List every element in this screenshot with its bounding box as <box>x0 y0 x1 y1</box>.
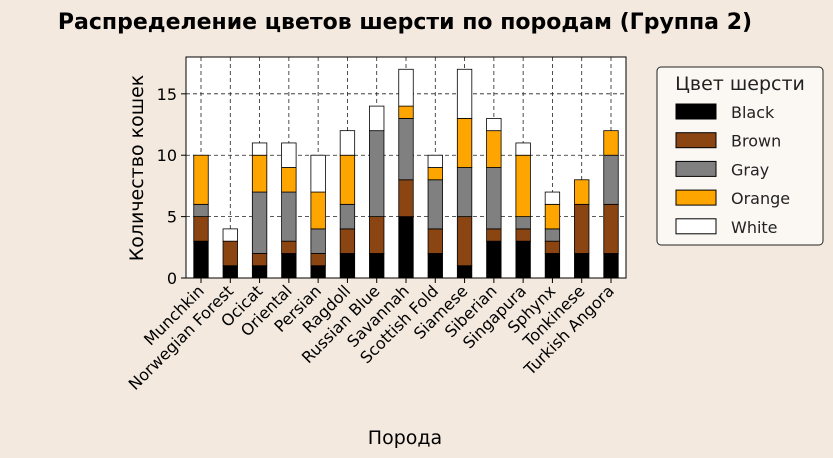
bar-segment-brown <box>251 253 268 267</box>
legend-label-white: White <box>731 218 778 237</box>
bar-segment-white <box>398 68 414 107</box>
bar-segment-black <box>603 253 619 279</box>
chart-title: Распределение цветов шерсти по породам (… <box>58 10 752 35</box>
y-tick-label: 0 <box>167 269 177 288</box>
y-tick-label: 15 <box>157 85 177 104</box>
bar-segment-gray <box>339 203 356 230</box>
bar-segment-white <box>544 191 561 205</box>
bar-segment-orange <box>544 203 561 230</box>
bar-segment-black <box>222 265 238 279</box>
bar-segment-brown <box>544 240 561 254</box>
bar-segment-brown <box>281 240 297 254</box>
legend-swatch-white <box>675 218 717 235</box>
legend-swatch-orange <box>675 189 717 206</box>
bar-segment-brown <box>222 240 238 267</box>
bar-segment-brown <box>193 216 209 242</box>
legend-swatch-brown <box>675 132 717 149</box>
bar-segment-brown <box>486 228 502 242</box>
bar-segment-black <box>515 240 531 279</box>
bar-segment-gray <box>398 117 414 181</box>
bar-segment-gray <box>603 154 619 205</box>
legend-swatch-gray <box>675 160 717 177</box>
bar-segment-orange <box>486 130 502 168</box>
bar-segment-brown <box>603 203 619 254</box>
bar-segment-gray <box>310 228 326 254</box>
bar-segment-brown <box>456 216 473 267</box>
bar-segment-orange <box>310 191 326 230</box>
bar-segment-orange <box>574 179 590 205</box>
bar-segment-brown <box>427 228 443 254</box>
legend-title: Цвет шерсти <box>675 73 805 95</box>
bar-segment-black <box>339 253 356 279</box>
bar-segment-black <box>193 240 209 279</box>
legend-swatch-black <box>675 103 717 120</box>
bar-segment-white <box>281 142 297 168</box>
bar-segment-white <box>369 105 385 132</box>
legend-label-gray: Gray <box>731 160 769 179</box>
bar-segment-gray <box>427 179 443 230</box>
bars <box>193 68 619 279</box>
legend-label-orange: Orange <box>731 189 790 208</box>
y-tick-label: 10 <box>157 146 177 165</box>
bar-segment-white <box>251 142 268 156</box>
bar-segment-gray <box>193 203 209 218</box>
bar-segment-gray <box>544 228 561 242</box>
bar-segment-white <box>427 154 443 168</box>
bar-segment-black <box>427 253 443 279</box>
bar-segment-black <box>398 216 414 279</box>
bar-segment-orange <box>456 117 473 168</box>
bar-segment-orange <box>193 154 209 205</box>
legend-label-brown: Brown <box>731 132 781 151</box>
bar-segment-black <box>574 253 590 279</box>
bar-segment-brown <box>369 216 385 254</box>
bar-segment-brown <box>398 179 414 218</box>
bar-segment-black <box>281 253 297 279</box>
bar-segment-white <box>515 142 531 156</box>
bar-segment-white <box>486 117 502 132</box>
bar-segment-orange <box>515 154 531 218</box>
y-axis-label: Количество кошек <box>126 75 148 262</box>
bar-segment-brown <box>574 203 590 254</box>
bar-segment-gray <box>486 167 502 230</box>
bar-segment-black <box>310 265 326 279</box>
bar-segment-white <box>456 68 473 119</box>
y-axis: 0 5 10 15 <box>157 85 186 288</box>
bar-segment-orange <box>251 154 268 193</box>
y-tick-label: 5 <box>167 208 177 227</box>
bar-segment-black <box>486 240 502 279</box>
bar-segment-orange <box>398 105 414 119</box>
bar-segment-gray <box>281 191 297 242</box>
bar-segment-brown <box>515 228 531 242</box>
bar-segment-white <box>222 228 238 242</box>
bar-segment-orange <box>339 154 356 205</box>
legend-label-black: Black <box>731 103 775 122</box>
bar-segment-brown <box>310 253 326 267</box>
bar-segment-brown <box>339 228 356 254</box>
bar-segment-gray <box>251 191 268 254</box>
bar-segment-white <box>310 154 326 193</box>
bar-segment-black <box>544 253 561 279</box>
bar-segment-black <box>456 265 473 279</box>
bar-segment-black <box>251 265 268 279</box>
bar-segment-orange <box>603 130 619 156</box>
bar-segment-gray <box>515 216 531 230</box>
legend: Цвет шерсти Black Brown Gray Orange White <box>656 66 824 246</box>
x-axis-label: Порода <box>368 427 442 449</box>
bar-segment-gray <box>456 167 473 218</box>
bar-segment-orange <box>281 167 297 193</box>
bar-segment-black <box>369 253 385 279</box>
bar-segment-gray <box>369 130 385 218</box>
bar-segment-orange <box>427 167 443 181</box>
bar-segment-white <box>339 130 356 156</box>
